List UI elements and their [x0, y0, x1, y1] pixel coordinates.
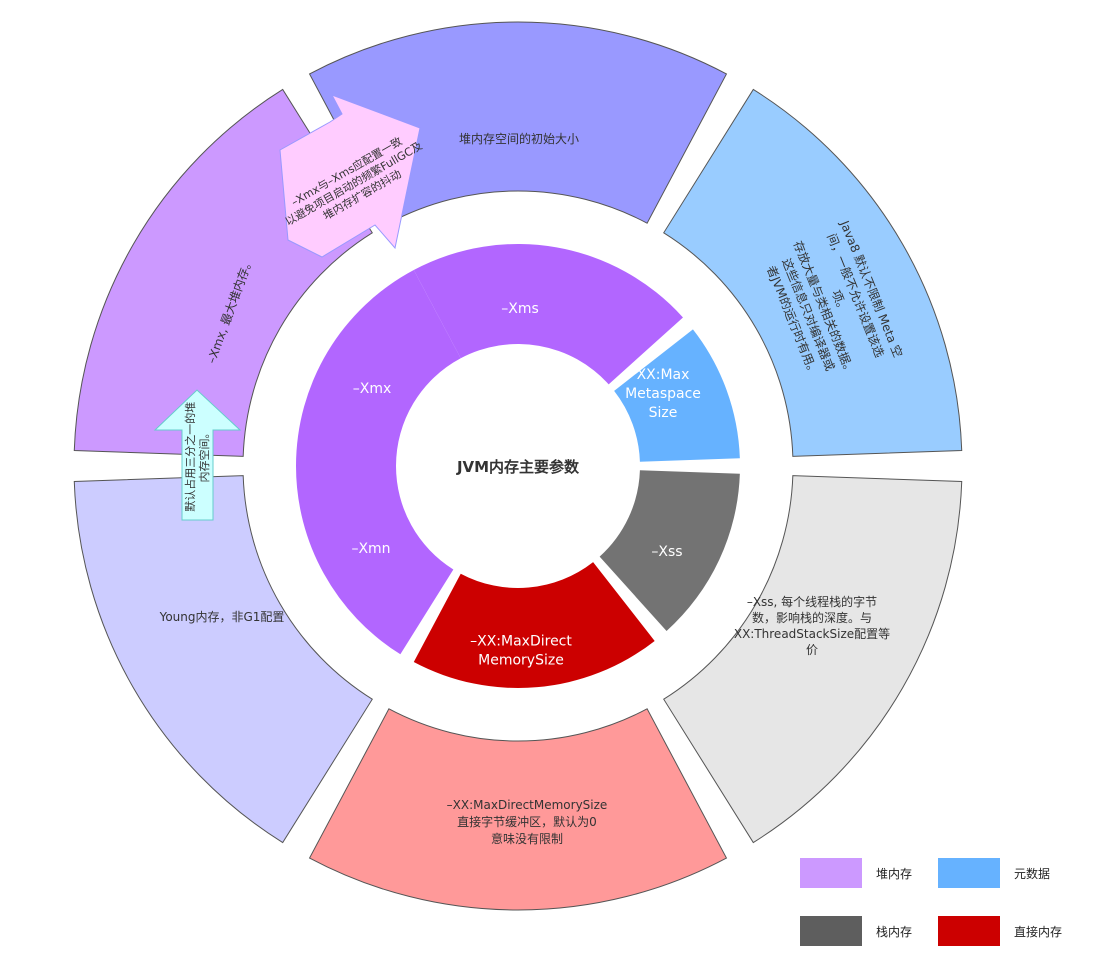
legend-label: 堆内存 — [876, 866, 913, 881]
legend-swatch — [800, 858, 862, 888]
legend-label: 栈内存 — [876, 924, 913, 939]
outer-segment-xms-desc — [308, 21, 728, 224]
outer-text-maxdirect-desc: –XX:MaxDirectMemorySize 直接字节缓冲区，默认为0 意味没有限… — [447, 798, 608, 846]
inner-label-xms: –Xms — [501, 301, 539, 317]
outer-text-xms-desc: 堆内存空间的初始大小 — [459, 131, 579, 146]
inner-segment-xss — [599, 470, 740, 631]
young-third-note: 默认占用三分之一的堆 内存空间。 — [153, 389, 242, 521]
center-circle — [398, 346, 638, 586]
inner-segment-xms — [413, 244, 683, 385]
xmx-xms-note: –Xmx与–Xms应配置一致 以避免项目启动的频繁FullGC及 堆内存扩容的抖… — [279, 94, 425, 258]
inner-segment-xmn — [296, 466, 454, 655]
outer-segment-metaspace-desc — [663, 88, 963, 457]
legend-heap: 堆内存 — [800, 858, 912, 888]
outer-text-young-desc: Young内存，非G1配置 — [159, 610, 285, 624]
legend-swatch — [800, 916, 862, 946]
outer-segment-xss-desc — [663, 475, 963, 844]
outer-segment-maxdirect-desc — [308, 708, 728, 911]
legend-direct: 直接内存 — [938, 916, 1062, 946]
outer-segment-young-desc — [73, 475, 373, 844]
legend-label: 元数据 — [1014, 866, 1051, 881]
inner-segment-xmx — [296, 269, 461, 466]
legend-metaspace: 元数据 — [938, 858, 1050, 888]
inner-label-maxdirect: –XX:MaxDirect MemorySize — [470, 633, 572, 668]
legend-swatch — [938, 916, 1000, 946]
note-arrow-shape — [153, 389, 242, 521]
center-label: JVM内存主要参数 — [456, 458, 580, 476]
inner-label-metaspace: XX:Max Metaspace Size — [625, 367, 701, 421]
note-text-2: 默认占用三分之一的堆 内存空间。 — [183, 398, 211, 512]
inner-label-xss: –Xss — [651, 544, 682, 560]
note-arrow-shape — [279, 94, 421, 258]
outer-text-xss-desc: –Xss, 每个线程栈的字节数，影响栈的深度。与 XX:ThreadStackSi… — [734, 594, 890, 657]
legend-swatch — [938, 858, 1000, 888]
inner-label-xmn: –Xmn — [351, 541, 390, 557]
inner-label-xmx: –Xmx — [353, 381, 392, 397]
legend-stack: 栈内存 — [800, 916, 912, 946]
inner-segment-metaspace — [614, 329, 740, 462]
inner-segment-maxdirect — [413, 562, 655, 688]
legend-label: 直接内存 — [1014, 924, 1063, 939]
